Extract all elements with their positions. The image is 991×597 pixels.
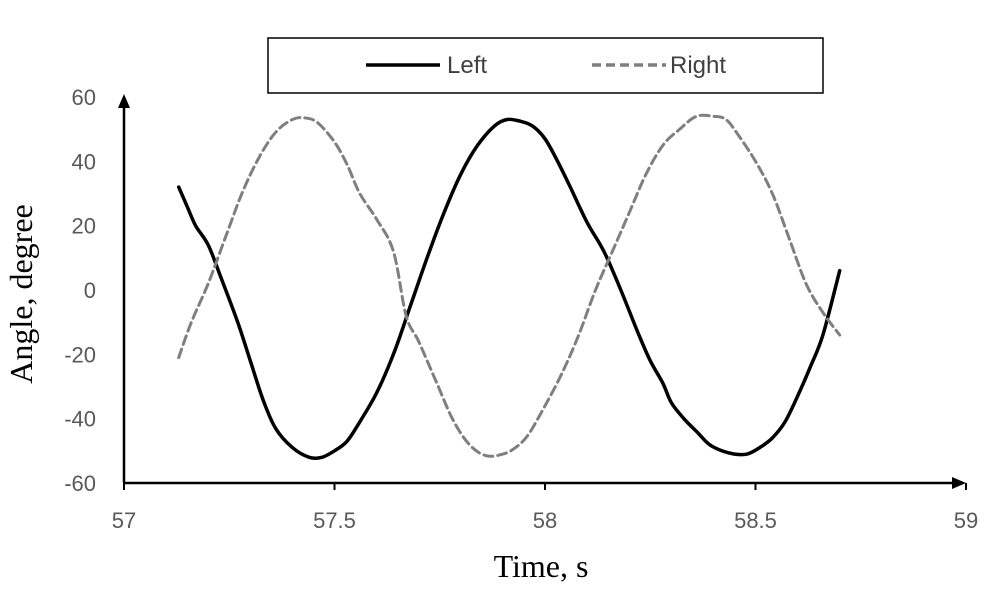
axes: [118, 94, 966, 489]
x-tick-label: 58.5: [734, 508, 777, 533]
legend-box: [267, 37, 824, 94]
y-tick-label: -20: [64, 342, 96, 367]
x-tick-label: 59: [954, 508, 978, 533]
y-axis-title: Angle, degree: [3, 204, 39, 383]
y-tick-label: 20: [72, 214, 96, 239]
legend-label-left: Left: [447, 52, 487, 79]
series-layer: [176, 113, 842, 461]
y-tick-label: -40: [64, 407, 96, 432]
series-line-right: [177, 113, 842, 458]
y-tick-label: 60: [72, 85, 96, 110]
series-line-left: [176, 117, 842, 461]
y-tick-label: -60: [64, 471, 96, 496]
x-tick-label: 57: [112, 508, 136, 533]
y-axis-arrow: [118, 94, 130, 108]
x-axis-arrow: [952, 477, 966, 489]
x-tick-label: 57.5: [313, 508, 356, 533]
x-axis-title: Time, s: [494, 548, 589, 584]
legend-label-right: Right: [670, 52, 726, 79]
legend: Left Right: [267, 37, 824, 94]
ticks: 60 40 20 0 -20 -40 -60 57 57.5 58 58.5 59: [64, 85, 978, 533]
x-tick-label: 58: [533, 508, 557, 533]
y-tick-label: 0: [84, 278, 96, 303]
y-tick-label: 40: [72, 149, 96, 174]
